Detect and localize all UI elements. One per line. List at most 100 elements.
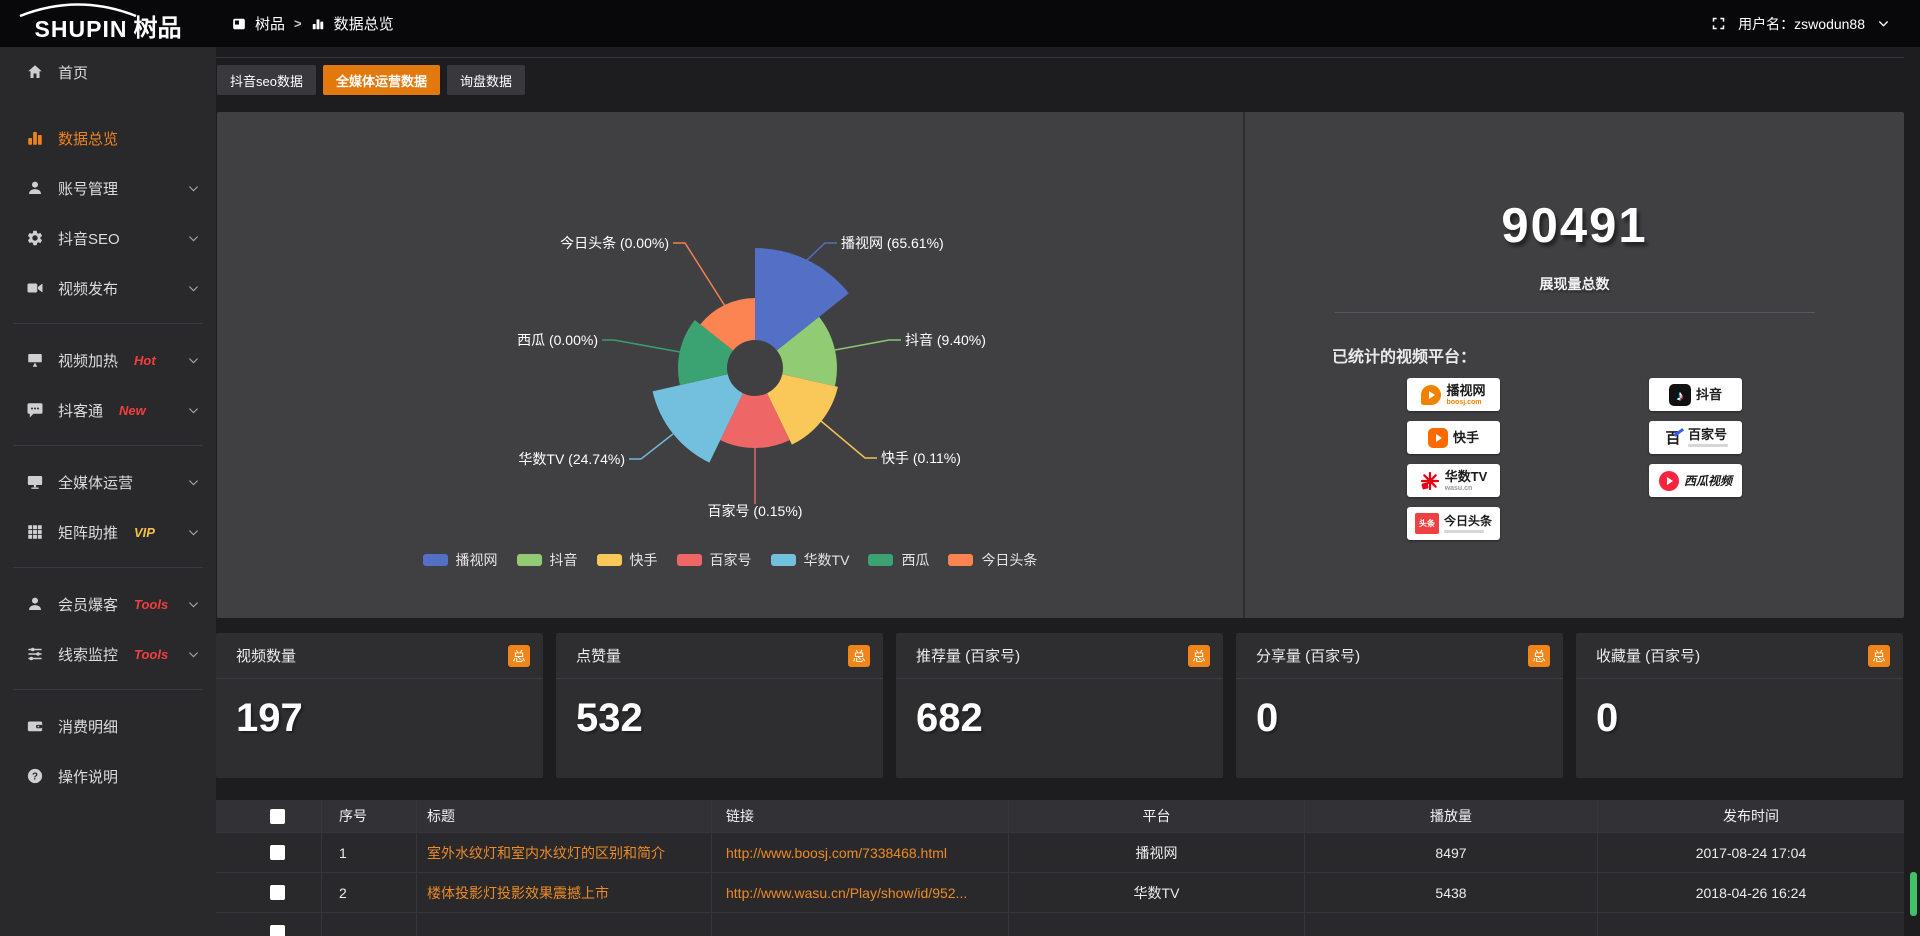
table-header-row: 序号 标题 链接 平台 播放量 发布时间: [216, 800, 1904, 833]
legend-item-5[interactable]: 西瓜: [868, 550, 929, 570]
video-title-link[interactable]: 室外水纹灯和室内水纹灯的区别和简介: [427, 844, 665, 861]
empty-cell: [1009, 913, 1305, 936]
breadcrumb: 树品 > 数据总览: [232, 13, 394, 34]
stat-card-title: 推荐量 (百家号): [916, 648, 1021, 665]
sidebar-item-label: 抖客通: [58, 402, 104, 420]
screen-icon: [26, 351, 44, 369]
pie-slice-0[interactable]: [755, 248, 849, 351]
legend-item-1[interactable]: 抖音: [516, 550, 578, 570]
pie-slice-6[interactable]: [700, 298, 755, 351]
total-badge: 总: [1188, 644, 1210, 667]
chevron-down-icon: [187, 232, 200, 245]
total-badge: 总: [1528, 644, 1550, 667]
user-menu-chevron-icon[interactable]: [1877, 17, 1890, 30]
legend-item-6[interactable]: 今日头条: [948, 550, 1037, 570]
select-all-checkbox[interactable]: [270, 808, 285, 824]
breadcrumb-root[interactable]: 树品: [255, 16, 286, 33]
video-url-link-wrap: http://www.wasu.cn/Play/show/id/952...: [712, 873, 1009, 913]
gear-icon: [26, 229, 44, 247]
video-table: 序号 标题 链接 平台 播放量 发布时间 1 室外水纹灯和室内水纹灯的区别和简介 http://…: [216, 800, 1904, 936]
legend-item-2[interactable]: 快手: [596, 550, 658, 570]
summary-divider: [1335, 312, 1815, 313]
site-icon: [233, 18, 245, 29]
row-checkbox[interactable]: [270, 925, 285, 936]
platform-chip-text: 快手: [1453, 431, 1479, 444]
publish-time-cell: 2017-08-24 17:04: [1598, 833, 1904, 873]
legend-label: 今日头条: [981, 552, 1038, 568]
pie-label-1: 抖音 (9.40%): [905, 332, 986, 348]
pie-slice-5[interactable]: [677, 320, 734, 386]
sidebar-item-label: 账号管理: [58, 180, 119, 198]
tab-0[interactable]: 抖音seo数据: [217, 65, 316, 95]
sidebar-item-badge: VIP: [134, 524, 155, 540]
legend-swatch: [516, 554, 542, 566]
sidebar-item-6[interactable]: 抖客通 New: [0, 385, 216, 435]
legend-label: 播视网: [455, 552, 498, 568]
sidebar-item-2[interactable]: 账号管理: [0, 163, 216, 213]
sidebar-item-label: 视频加热: [58, 352, 119, 370]
app-logo: SHUPIN 树品: [0, 0, 216, 47]
row-checkbox[interactable]: [270, 845, 285, 860]
sidebar-item-3[interactable]: 抖音SEO: [0, 213, 216, 263]
username-label[interactable]: 用户名：zswodun88: [1738, 15, 1865, 32]
pie-slice-3[interactable]: [720, 393, 790, 449]
sidebar-item-12[interactable]: ? 操作说明: [0, 751, 216, 801]
pie-slice-2[interactable]: [767, 374, 838, 445]
stat-card-header: 推荐量 (百家号) 总: [896, 633, 1223, 679]
user-area: 用户名：zswodun88: [1711, 14, 1890, 34]
legend-label: 华数TV: [803, 552, 850, 568]
video-url-link[interactable]: http://www.wasu.cn/Play/show/id/952...: [726, 884, 968, 901]
tab-2[interactable]: 询盘数据: [446, 65, 525, 95]
legend-item-4[interactable]: 华数TV: [770, 550, 850, 570]
platform-name: 播视网: [1446, 382, 1486, 398]
empty-cell: [322, 913, 417, 936]
sidebar-item-10[interactable]: 线索监控 Tools: [0, 629, 216, 679]
content-divider: [216, 57, 1904, 58]
home-icon: [26, 63, 44, 81]
video-title-link[interactable]: 楼体投影灯投影效果震撼上市: [427, 884, 609, 901]
stat-card-title: 收藏量 (百家号): [1596, 648, 1701, 665]
chevron-down-icon: [187, 282, 200, 295]
sidebar-item-7[interactable]: 全媒体运营: [0, 457, 216, 507]
video-url-link-wrap: http://www.boosj.com/7338468.html: [712, 833, 1009, 873]
platform-chip-wasu: 华数TV wasu.cn: [1407, 464, 1500, 497]
pie-label-line-0: [806, 242, 837, 261]
legend-item-3[interactable]: 百家号: [676, 550, 752, 570]
total-badge: 总: [508, 644, 530, 667]
scrollbar-thumb[interactable]: [1910, 872, 1917, 916]
fullscreen-icon[interactable]: [1711, 16, 1726, 31]
pie-label-2: 快手 (0.11%): [881, 450, 961, 466]
kuaishou-logo-icon: [1427, 427, 1448, 448]
svg-text:?: ?: [32, 771, 38, 782]
pie-slice-4[interactable]: [652, 374, 743, 463]
sidebar-item-8[interactable]: 矩阵助推 VIP: [0, 507, 216, 557]
sidebar-item-4[interactable]: 视频发布: [0, 263, 216, 313]
sidebar-item-0[interactable]: 首页: [0, 47, 216, 97]
video-url-link[interactable]: http://www.boosj.com/7338468.html: [726, 844, 948, 861]
tab-1[interactable]: 全媒体运营数据: [322, 65, 440, 95]
platform-chip-xigua: 西瓜视频: [1649, 464, 1742, 497]
row-checkbox[interactable]: [270, 885, 285, 900]
question-icon: ?: [26, 767, 44, 785]
chevron-down-icon: [187, 404, 200, 417]
table-header-2: 链接: [712, 800, 1009, 833]
legend-item-0[interactable]: 播视网: [422, 550, 498, 570]
sidebar-item-11[interactable]: 消费明细: [0, 701, 216, 751]
sidebar-item-5[interactable]: 视频加热 Hot: [0, 335, 216, 385]
platform-chip-text: 西瓜视频: [1684, 475, 1732, 487]
sidebar-divider: [13, 445, 203, 446]
pie-label-3: 百家号 (0.15%): [708, 503, 803, 519]
pie-slice-1[interactable]: [776, 316, 837, 387]
legend-swatch: [948, 554, 974, 566]
breadcrumb-current[interactable]: 数据总览: [333, 16, 394, 33]
sidebar-item-1[interactable]: 数据总览: [0, 113, 216, 163]
platform-chip-text: 播视网 boosj.com: [1446, 384, 1485, 406]
video-title-link-wrap: 楼体投影灯投影效果震撼上市: [417, 873, 712, 913]
sidebar-item-9[interactable]: 会员爆客 Tools: [0, 579, 216, 629]
platform-chip-boosj: 播视网 boosj.com: [1407, 378, 1500, 411]
stat-card-value: 682: [916, 696, 983, 740]
row-checkbox-cell: [216, 873, 322, 913]
pie-label-line-1: [834, 339, 901, 351]
platforms-caption: 已统计的视频平台：: [1332, 349, 1477, 366]
